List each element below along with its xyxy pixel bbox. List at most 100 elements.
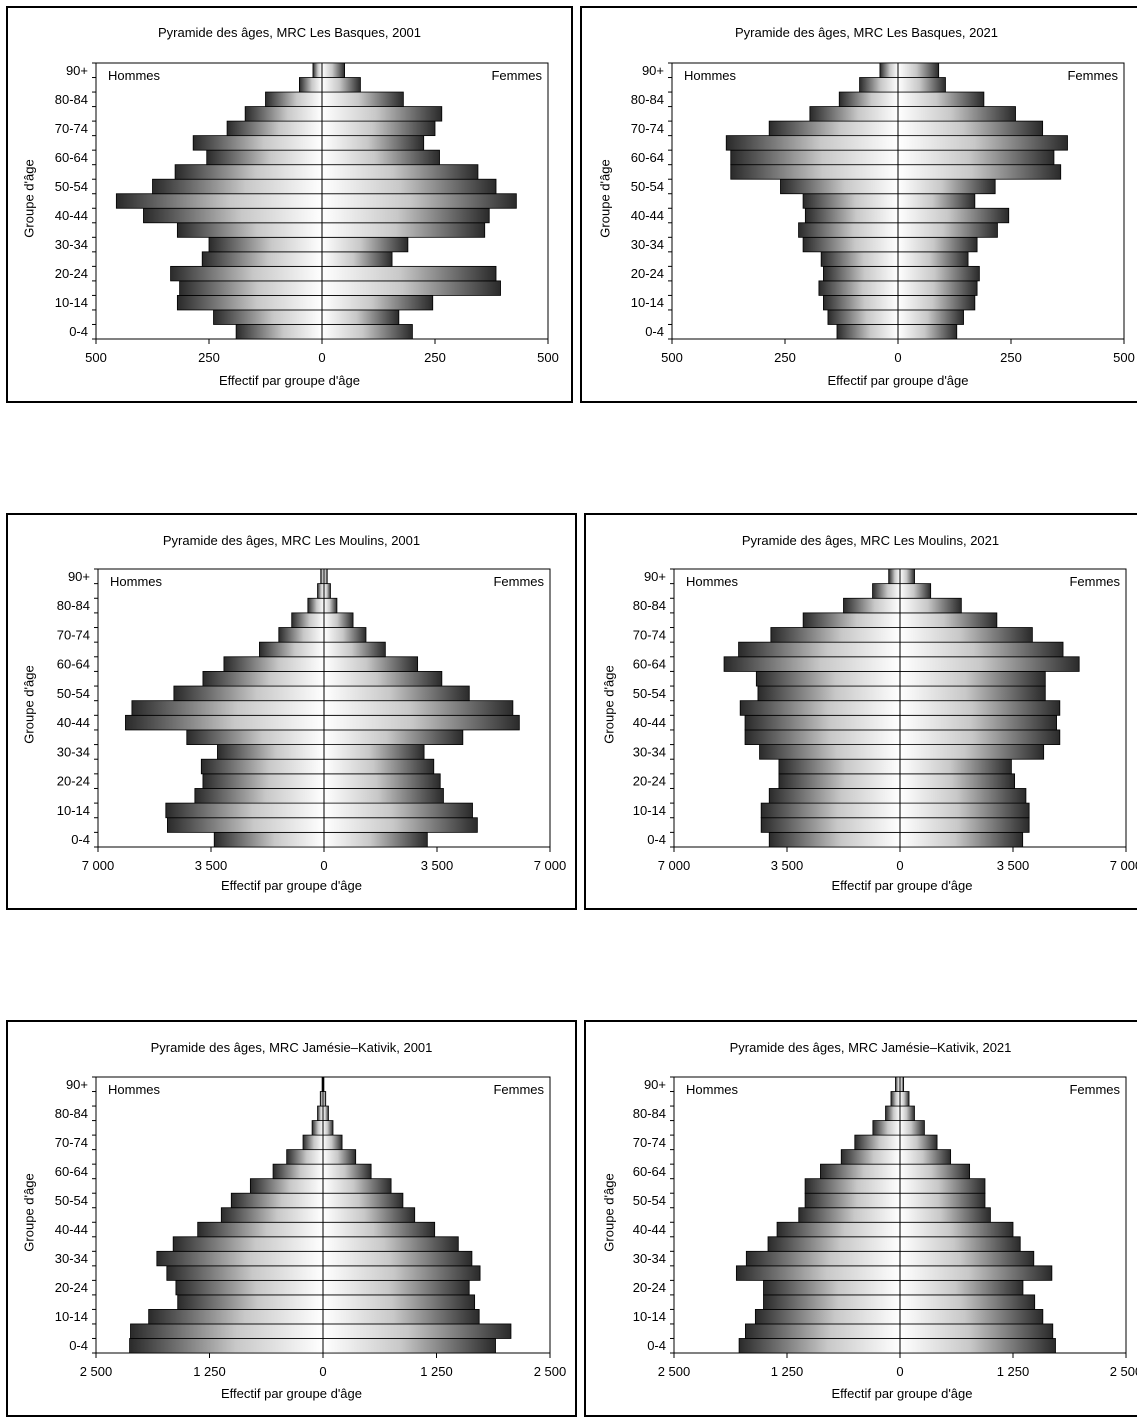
plot-area: 0-4 10-14 20-24 30-34 40-44 50-54 60-64 70-74 80… (57, 568, 566, 873)
bar-femmes (899, 1134, 938, 1151)
x-tick-label: 0 (320, 858, 327, 873)
y-tick-label: 50-54 (55, 1193, 88, 1208)
bar-hommes (739, 700, 901, 716)
y-tick-label: 70-74 (57, 627, 90, 642)
y-tick-label: 10-14 (633, 1309, 666, 1324)
bar-femmes (899, 597, 962, 614)
x-axis-label: Effectif par groupe d'âge (220, 1386, 362, 1401)
x-tick-label: 0 (896, 858, 903, 873)
label-hommes: Hommes (108, 1082, 161, 1097)
bar-femmes (899, 1338, 1056, 1354)
label-hommes: Hommes (108, 68, 161, 83)
bar-hommes (723, 656, 901, 672)
bar-hommes (115, 193, 323, 209)
bar-femmes (323, 714, 520, 731)
y-tick-label: 80-84 (633, 598, 666, 613)
bar-hommes (200, 758, 325, 775)
bar-femmes (323, 817, 478, 833)
bar-hommes (130, 1323, 324, 1339)
y-tick-label: 30-34 (55, 237, 88, 252)
bar-femmes (899, 1236, 1021, 1252)
y-tick-label: 60-64 (55, 150, 88, 165)
y-tick-label: 90+ (644, 1077, 666, 1092)
bar-femmes (899, 831, 1024, 848)
bar-femmes (897, 309, 964, 325)
plot-area: 0-4 10-14 20-24 30-34 40-44 50-54 60-64 70-74 80… (633, 568, 1137, 873)
bar-hommes (291, 612, 325, 628)
y-tick-label: 50-54 (631, 179, 664, 194)
bar-hommes (302, 1134, 324, 1151)
x-tick-label: 0 (319, 1364, 326, 1379)
bar-hommes (879, 62, 899, 78)
bar-femmes (323, 758, 435, 775)
bar-femmes (899, 641, 1064, 658)
y-tick-label: 80-84 (55, 92, 88, 107)
chart-title: Pyramide des âges, MRC Jamésie–Kativik, … (729, 1040, 1012, 1055)
bar-hommes (770, 627, 901, 643)
bar-hommes (307, 597, 325, 614)
bar-femmes (321, 91, 404, 107)
bar-femmes (322, 1279, 470, 1296)
y-tick-label: 70-74 (55, 121, 88, 136)
bar-hommes (823, 265, 899, 282)
label-femmes: Femmes (1069, 1082, 1120, 1097)
x-tick-label: 500 (537, 350, 559, 365)
y-tick-label: 60-64 (633, 1164, 666, 1179)
bar-femmes (323, 831, 428, 848)
bar-hommes (170, 265, 323, 282)
x-tick-label: 500 (85, 350, 107, 365)
bar-hommes (895, 1076, 901, 1092)
chart-panel-moulins-2021: Pyramide des âges, MRC Les Moulins, 2021… (584, 513, 1137, 910)
bar-hommes (148, 1309, 324, 1325)
y-tick-label: 20-24 (55, 1280, 88, 1295)
label-femmes: Femmes (1069, 574, 1120, 589)
bar-femmes (322, 1323, 512, 1339)
bar-hommes (220, 1207, 324, 1223)
bar-femmes (899, 656, 1080, 672)
bar-femmes (899, 1076, 905, 1092)
bar-femmes (899, 729, 1061, 745)
bar-femmes (899, 802, 1030, 819)
y-tick-label: 10-14 (631, 295, 664, 310)
bar-femmes (321, 324, 413, 340)
bar-femmes (321, 251, 393, 267)
bar-hommes (804, 1178, 901, 1194)
bar-femmes (899, 1163, 971, 1180)
y-tick-label: 20-24 (633, 774, 666, 789)
bar-hommes (735, 1265, 901, 1281)
label-hommes: Hommes (686, 574, 739, 589)
bar-femmes (899, 1279, 1024, 1296)
bar-femmes (323, 700, 514, 716)
bar-femmes (321, 164, 479, 180)
y-tick-label: 50-54 (633, 1193, 666, 1208)
bar-hommes (744, 729, 901, 745)
chart-panel-basques-2021: Pyramide des âges, MRC Les Basques, 2021… (580, 6, 1137, 403)
label-femmes: Femmes (493, 574, 544, 589)
chart-panel-jamesie-2021: Pyramide des âges, MRC Jamésie–Kativik, … (584, 1020, 1137, 1417)
plot-area: 0-4 10-14 20-24 30-34 40-44 50-54 60-64 70-74 80… (633, 1076, 1137, 1379)
bar-hommes (809, 106, 899, 122)
bar-hommes (197, 1221, 324, 1238)
x-tick-label: 1 250 (420, 1364, 453, 1379)
bar-hommes (265, 91, 323, 107)
label-hommes: Hommes (110, 574, 163, 589)
y-tick-label: 50-54 (55, 179, 88, 194)
bar-femmes (321, 280, 501, 296)
bar-femmes (322, 1338, 496, 1354)
bar-femmes (321, 62, 346, 78)
y-tick-label: 40-44 (57, 715, 90, 730)
bar-hommes (838, 91, 899, 107)
bar-femmes (899, 1120, 925, 1136)
x-tick-label: 3 500 (195, 858, 228, 873)
bar-femmes (897, 280, 978, 296)
chart-title: Pyramide des âges, MRC Les Basques, 2021 (734, 25, 999, 40)
y-tick-label: 40-44 (633, 1222, 666, 1237)
bar-hommes (818, 280, 899, 296)
bar-femmes (899, 1265, 1053, 1281)
y-tick-label: 40-44 (55, 208, 88, 223)
chart-title: Pyramide des âges, MRC Les Moulins, 2021 (741, 533, 1000, 548)
x-axis-label: Effectif par groupe d'âge (831, 1386, 973, 1401)
bar-femmes (321, 120, 436, 137)
y-tick-label: 30-34 (55, 1251, 88, 1266)
x-tick-label: 500 (661, 350, 683, 365)
